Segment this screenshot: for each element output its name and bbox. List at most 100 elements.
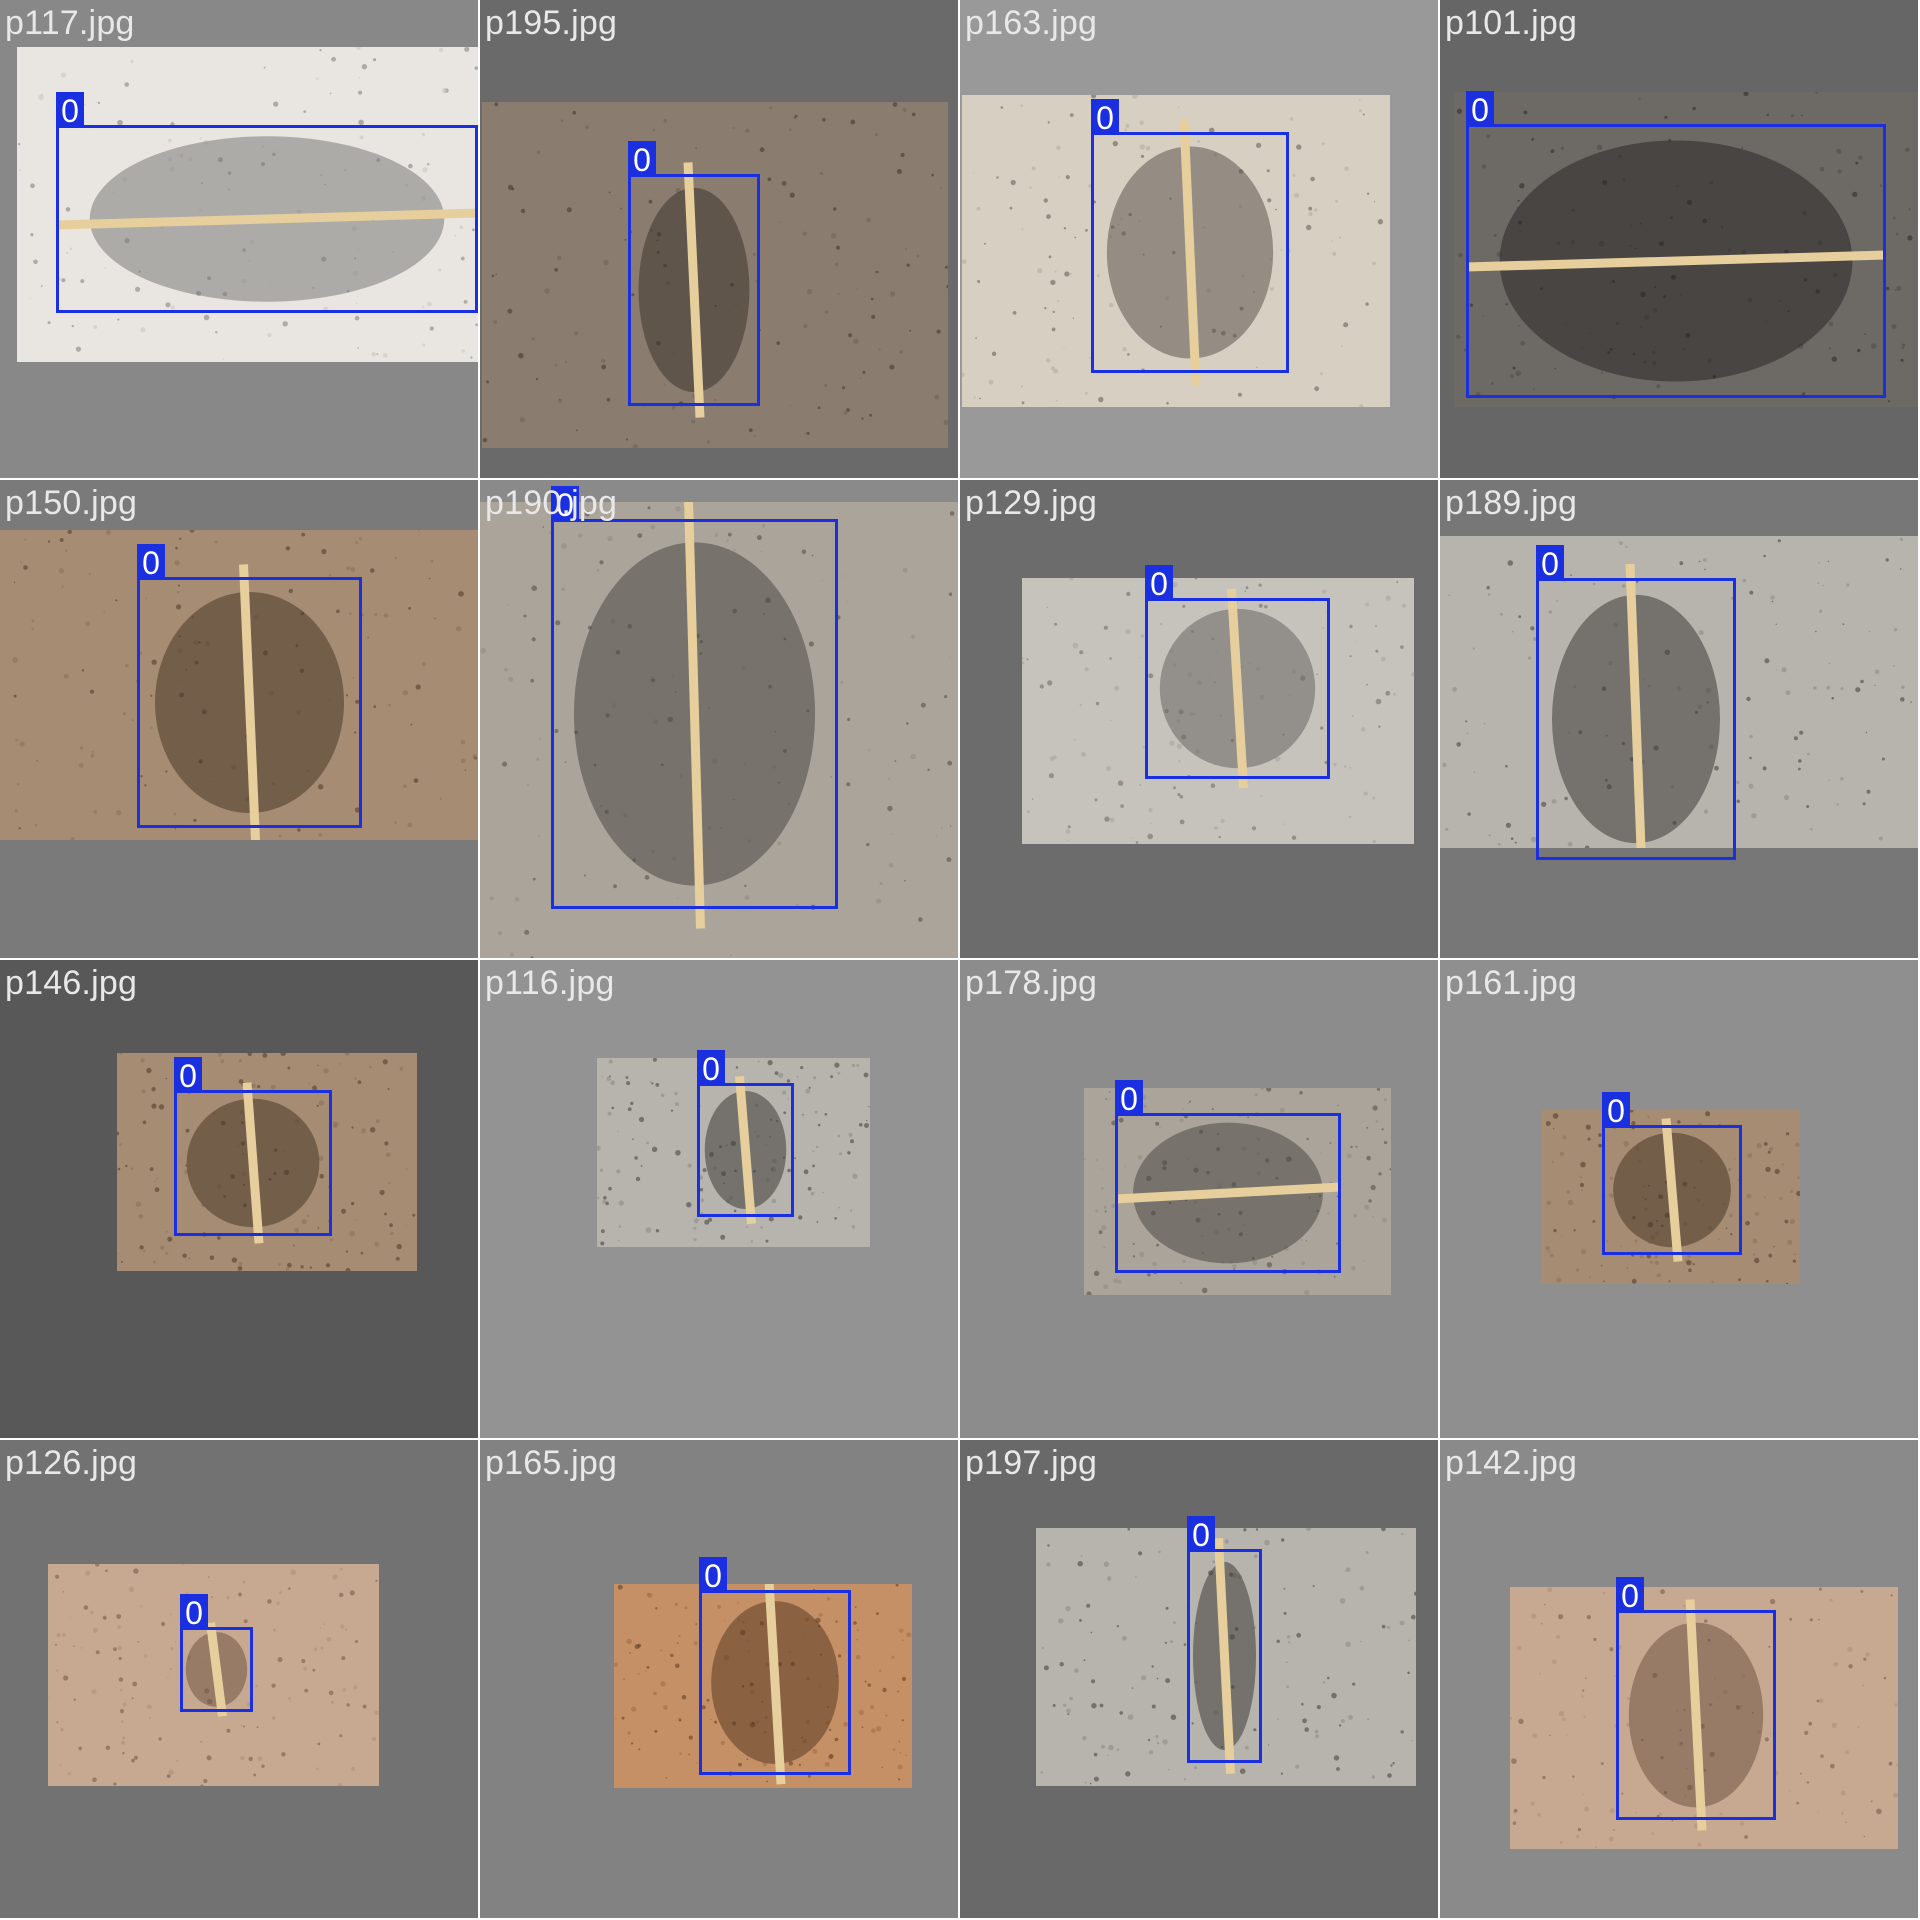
gravel-speck — [1401, 1532, 1404, 1536]
gravel-speck — [489, 896, 494, 901]
gravel-speck — [413, 778, 419, 783]
measuring-stick — [55, 208, 478, 230]
gravel-speck — [60, 72, 67, 78]
gravel-speck — [759, 147, 765, 153]
gravel-speck — [1411, 1614, 1416, 1620]
gravel-speck — [518, 352, 524, 359]
gravel-speck — [603, 1196, 607, 1200]
gravel-speck — [1609, 1808, 1615, 1814]
gravel-speck — [1583, 1715, 1586, 1718]
gravel-speck — [1656, 1273, 1661, 1278]
gravel-speck — [1083, 1659, 1086, 1662]
gravel-speck — [1063, 227, 1067, 230]
gravel-speck — [1366, 1126, 1369, 1129]
gravel-speck — [1344, 166, 1349, 171]
gravel-speck — [1255, 1528, 1259, 1531]
gravel-speck — [1354, 640, 1357, 642]
gravel-speck — [1584, 1806, 1590, 1812]
gravel-speck — [1407, 1671, 1410, 1675]
gravel-speck — [1789, 1218, 1796, 1224]
gravel-speck — [1831, 356, 1837, 362]
gravel-speck — [1788, 1790, 1791, 1792]
gravel-speck — [1072, 317, 1074, 319]
gravel-speck — [358, 90, 363, 95]
gravel-speck — [1331, 239, 1334, 241]
gravel-speck — [1147, 1273, 1151, 1277]
gravel-speck — [733, 549, 736, 552]
gravel-speck — [1065, 1605, 1071, 1612]
gravel-speck — [1148, 808, 1153, 813]
gravel-speck — [1860, 679, 1864, 684]
gravel-speck — [1513, 1808, 1518, 1813]
gravel-speck — [1070, 113, 1074, 117]
gravel-speck — [558, 398, 563, 404]
gravel-speck — [777, 841, 782, 846]
gravel-speck — [1336, 1242, 1339, 1245]
gravel-speck — [460, 256, 465, 261]
photo-canvas — [0, 530, 478, 840]
gravel-speck — [870, 1705, 875, 1709]
gravel-speck — [1798, 767, 1801, 771]
gravel-speck — [1813, 686, 1817, 690]
gravel-speck — [353, 1685, 358, 1690]
gravel-speck — [973, 396, 976, 399]
gravel-speck — [1116, 1625, 1120, 1628]
gravel-speck — [897, 1690, 899, 1693]
gravel-speck — [1756, 1143, 1762, 1149]
gravel-speck — [1245, 586, 1249, 590]
gravel-speck — [1352, 1682, 1356, 1686]
gravel-speck — [482, 437, 488, 443]
gravel-speck — [1483, 722, 1486, 725]
gravel-speck — [1359, 404, 1364, 407]
gravel-speck — [851, 1225, 856, 1229]
gravel-speck — [1383, 1098, 1387, 1102]
gravel-speck — [1505, 303, 1508, 306]
gravel-speck — [920, 702, 926, 708]
gravel-speck — [1283, 823, 1285, 825]
gravel-speck — [1600, 371, 1604, 374]
class-label-tag: 0 — [1187, 1516, 1215, 1553]
gravel-speck — [654, 1729, 658, 1733]
gravel-speck — [1122, 346, 1127, 352]
gravel-speck — [1147, 1738, 1151, 1742]
gravel-speck — [1733, 1158, 1736, 1160]
gravel-speck — [1396, 580, 1399, 583]
gravel-speck — [1108, 1091, 1111, 1093]
gravel-speck — [49, 1696, 51, 1699]
gravel-speck — [1089, 357, 1091, 359]
gravel-speck — [137, 1641, 140, 1643]
gravel-speck — [318, 784, 324, 790]
gravel-speck — [222, 358, 225, 360]
gravel-speck — [870, 297, 874, 301]
gravel-speck — [83, 103, 86, 106]
gravel-speck — [807, 1774, 811, 1778]
gravel-speck — [1155, 1734, 1159, 1739]
gravel-speck — [1562, 1717, 1566, 1721]
gravel-speck — [645, 1227, 652, 1233]
gravel-speck — [618, 1200, 624, 1206]
gravel-speck — [757, 1060, 760, 1063]
gravel-speck — [1127, 353, 1130, 356]
gravel-speck — [346, 566, 351, 571]
gravel-speck — [609, 1075, 611, 1077]
mosaic-tile: 0 p129.jpg — [960, 480, 1440, 960]
gravel-speck — [1550, 149, 1555, 154]
gravel-speck — [19, 168, 22, 171]
measuring-stick — [683, 162, 705, 418]
gravel-speck — [470, 356, 473, 359]
gravel-speck — [1101, 1225, 1107, 1231]
gravel-speck — [352, 677, 354, 679]
gravel-speck — [257, 1756, 263, 1761]
gravel-speck — [1852, 191, 1858, 198]
gravel-speck — [1057, 300, 1060, 303]
gravel-speck — [323, 1068, 329, 1074]
gravel-speck — [786, 1079, 791, 1083]
gravel-speck — [1846, 583, 1850, 587]
gravel-speck — [911, 112, 916, 117]
gravel-speck — [902, 567, 908, 573]
gravel-speck — [1380, 656, 1386, 662]
gravel-speck — [1387, 1773, 1392, 1778]
gravel-speck — [720, 1740, 726, 1746]
detection-box: 0 — [628, 141, 760, 406]
gravel-speck — [175, 1641, 177, 1643]
